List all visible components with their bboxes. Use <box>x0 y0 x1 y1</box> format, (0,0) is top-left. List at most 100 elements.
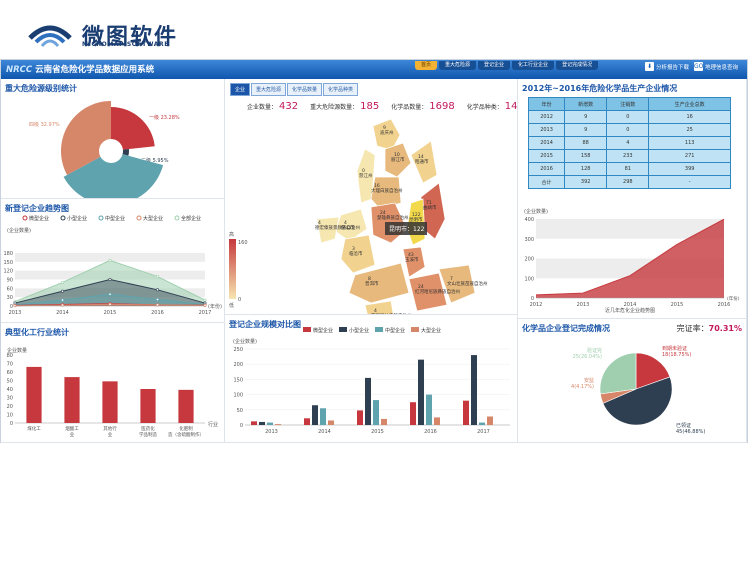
map-legend-max: 160 <box>238 240 248 246</box>
scale-y-tick: 0 <box>240 423 243 429</box>
trend-y-tick: 150 <box>3 260 13 266</box>
map-region-value: 24 <box>418 284 424 290</box>
map-region-name: 临沧市 <box>349 250 363 257</box>
scale-bar <box>259 421 265 425</box>
industry-x-tick: 其他行 <box>103 425 117 432</box>
industry-y-tick: 20 <box>7 404 13 410</box>
risk-pie-slice <box>111 107 155 150</box>
scale-bar <box>267 422 273 425</box>
industry-bar <box>178 389 194 423</box>
map-region-value: 8 <box>368 276 371 282</box>
risk-pie-label: 四级 32.97% <box>29 121 60 128</box>
report-download-button[interactable]: ⬇ 分析报告下载 <box>645 62 690 71</box>
table-cell: 233 <box>606 149 650 163</box>
industry-bar <box>26 366 42 423</box>
completion-pie-slice <box>599 352 637 395</box>
industry-y-tick: 60 <box>7 370 13 376</box>
risk-pie-slice <box>122 149 129 156</box>
trend-series-point <box>108 278 112 282</box>
trend-series-point <box>13 304 17 308</box>
completion-rate: 完证率：70.31% <box>676 324 742 333</box>
industry-y-tick: 0 <box>10 421 13 427</box>
table-cell: 2012 <box>527 110 566 124</box>
tab-chemical-types[interactable]: 化学品种类 <box>323 83 359 96</box>
map-region-value: 71 <box>426 200 432 206</box>
map-region-name: 文山壮族苗族自治州 <box>447 280 488 287</box>
scale-legend-swatch <box>375 327 383 332</box>
trend-x-tick: 2015 <box>104 310 117 316</box>
scale-x-tick: 2013 <box>265 429 278 435</box>
scale-bar <box>434 417 440 425</box>
trend-y-tick: 0 <box>10 304 13 310</box>
completion-pie-value: 45(46.88%) <box>676 429 705 435</box>
download-icon: ⬇ <box>645 62 654 71</box>
scale-legend-swatch <box>303 327 311 332</box>
app-logo: NRCC <box>6 65 33 75</box>
map-region <box>356 148 376 204</box>
map-region-name: 普洱市 <box>365 280 379 287</box>
trend-legend-marker <box>136 215 142 221</box>
scale-bar <box>312 405 318 425</box>
table-cell: 81 <box>606 162 650 176</box>
table-cell: 2013 <box>527 123 566 137</box>
trend-legend-marker <box>174 215 180 221</box>
tab-enterprise[interactable]: 企业 <box>230 83 251 96</box>
table-header: 新增数 <box>564 97 608 111</box>
industry-title: 典型化工行业统计 <box>5 328 69 337</box>
table-cell: 16 <box>648 110 731 124</box>
map-region <box>438 264 476 304</box>
nav-home[interactable]: 首页 <box>415 61 438 70</box>
trend-series-area <box>15 260 205 306</box>
industry-bar <box>64 377 80 423</box>
risk-pie-label: 二级 5.95% <box>141 157 169 164</box>
stat-chem-quantity: 化学品数量： 1698 <box>391 101 455 112</box>
tab-major-hazard[interactable]: 重大危险源 <box>251 83 287 96</box>
trend-y-tick: 30 <box>7 295 13 301</box>
industry-y-tick: 50 <box>7 379 13 385</box>
completion-pie-label: 安监 <box>584 377 594 384</box>
trend-legend-marker <box>22 215 28 221</box>
table-cell: 298 <box>606 175 650 189</box>
nav-completion[interactable]: 登记完成情况 <box>556 61 599 70</box>
map-region <box>410 140 438 184</box>
map-region-value: 9 <box>383 125 386 131</box>
nav-hazard[interactable]: 重大危险源 <box>439 61 477 70</box>
trend-series-point <box>203 303 207 307</box>
production-y-tick: 100 <box>524 276 534 282</box>
scale-panel: 登记企业规模对比图 微型企业 小型企业 中型企业 大型企业 (企业数量) 0 50 100 15… <box>225 315 518 443</box>
nav-registered[interactable]: 登记企业 <box>478 61 511 70</box>
nav-chemical-industry[interactable]: 化工行业企业 <box>512 61 555 70</box>
table-row: 合计 392 298- <box>527 175 731 189</box>
industry-y-tick: 80 <box>7 353 13 359</box>
map-tooltip-box <box>385 222 427 235</box>
scale-legend-label: 大型企业 <box>421 327 441 334</box>
trend-y-tick: 90 <box>7 278 13 284</box>
trend-legend-marker <box>60 215 66 221</box>
geo-query-button[interactable]: GO 地理信息查询 <box>694 62 739 71</box>
map-region-value: 4 <box>344 220 347 226</box>
main-nav: 首页 重大危险源 登记企业 化工行业企业 登记完成情况 <box>415 61 599 70</box>
map-legend-low: 低 <box>229 302 234 309</box>
scale-y-tick: 100 <box>233 393 243 399</box>
completion-pie-value: 4(4.17%) <box>571 384 594 390</box>
production-caption: 近几年危化企业趋势图 <box>605 307 655 314</box>
map-legend-bar <box>229 239 236 299</box>
tab-chemical-quantity[interactable]: 化学品数量 <box>287 83 323 96</box>
trend-area-chart: 微型企业 小型企业 中型企业 大型企业 全部企业 (企业数量) 0 30 60 90 120 150 1… <box>3 215 221 316</box>
scale-bar <box>320 408 326 425</box>
production-y-tick: 0 <box>531 296 534 302</box>
table-cell: - <box>648 175 731 189</box>
trend-series-point <box>156 298 160 302</box>
map-region-name: 昭通市 <box>415 158 429 165</box>
industry-y-tick: 70 <box>7 362 13 368</box>
scale-bar <box>328 420 334 425</box>
production-line <box>535 218 725 296</box>
yunnan-map[interactable]: 高 低 160 0 迪庆州9丽江市10怒江州0大理白族自治州16保山市4德宏傣族… <box>225 79 518 315</box>
production-grid-band <box>536 219 724 239</box>
map-region-value: 122 <box>412 212 421 218</box>
industry-x-tick: 业 <box>70 431 75 438</box>
map-region-value: 16 <box>374 183 380 189</box>
scale-bar <box>365 377 371 425</box>
